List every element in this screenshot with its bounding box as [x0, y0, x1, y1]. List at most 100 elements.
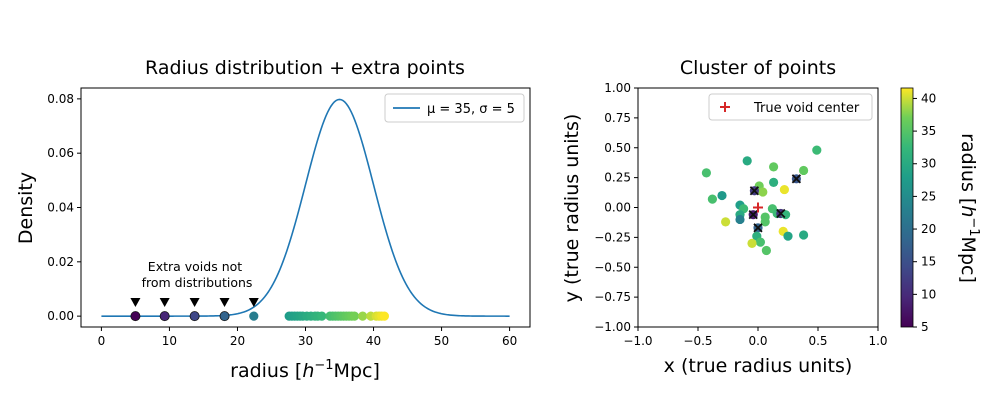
legend-plus-icon [720, 102, 730, 112]
cluster-point [769, 162, 779, 172]
sample-radius-point [379, 311, 390, 321]
cb-label-italic: h [957, 205, 979, 217]
left-x-tick-label: 50 [434, 334, 449, 348]
left-x-axis-label: radius [h−1Mpc] [230, 358, 380, 382]
cluster-cross-markers [748, 174, 802, 233]
left-legend-label: μ = 35, σ = 5 [427, 102, 515, 117]
right-x-tick-label: −1.0 [623, 334, 652, 348]
extra-void-markers [130, 298, 259, 308]
left-x-tick-label: 30 [298, 334, 313, 348]
right-y-axis-label: y (true radius units) [561, 114, 583, 303]
colorbar-tick-label: 25 [921, 189, 936, 203]
right-x-axis-label: x (true radius units) [664, 355, 853, 377]
right-y-tick-label: −0.25 [594, 230, 631, 244]
left-x-tick-label: 40 [366, 334, 381, 348]
right-x-tick-label: 0.5 [808, 334, 827, 348]
extra-void-point [219, 311, 230, 322]
colorbar-tick-label: 5 [921, 320, 929, 334]
left-y-tick-label: 0.02 [47, 255, 74, 269]
left-x-tick-label: 0 [98, 334, 106, 348]
cluster-cross-marker [776, 208, 786, 219]
cluster-point [755, 237, 766, 247]
cluster-point [747, 238, 757, 248]
cluster-point [761, 245, 772, 256]
annotation-line-2: from distributions [142, 275, 253, 290]
right-y-tick-label: 1.00 [604, 81, 631, 95]
extra-void-point [159, 311, 170, 322]
colorbar-ticks: 5 10 15 20 25 30 35 40 [913, 91, 936, 334]
cluster-point [769, 177, 779, 188]
right-legend-box [708, 93, 873, 121]
right-y-tick-label: 0.25 [604, 171, 631, 185]
true-void-center-marker [753, 202, 763, 213]
right-legend-label: True void center [753, 101, 860, 116]
cluster-point [735, 214, 745, 225]
extra-void-triangle-marker [189, 298, 200, 308]
xlabel-part-italic: h [302, 360, 314, 382]
extra-void-triangle-marker [219, 298, 230, 308]
cluster-point [721, 217, 731, 227]
colorbar-gradient [900, 87, 914, 328]
left-y-ticks: 0.00 0.02 0.04 0.06 0.08 [47, 92, 81, 323]
right-y-tick-label: −0.50 [594, 260, 631, 274]
left-y-tick-label: 0.04 [47, 201, 74, 215]
annotation-line-1: Extra voids not [148, 259, 242, 274]
colorbar-tick-label: 10 [921, 287, 936, 301]
colorbar: 5 10 15 20 25 30 35 40 radius [h−1Mpc] [900, 87, 981, 334]
colorbar-tick-label: 30 [921, 157, 936, 171]
cluster-point [799, 230, 809, 240]
left-y-tick-label: 0.08 [47, 92, 74, 106]
extra-void-triangle-marker [130, 298, 141, 308]
cluster-point [701, 168, 712, 178]
cb-label-end: Mpc] [957, 237, 979, 283]
left-y-tick-label: 0.00 [47, 309, 74, 323]
left-x-ticks: 0 10 20 30 40 50 60 [98, 327, 517, 348]
cluster-of-points-chart: Cluster of points −1.0 −0.5 0.0 0.5 1.0 −1.0… [561, 57, 888, 377]
cluster-point [779, 184, 790, 195]
left-axes-frame [80, 87, 531, 328]
left-x-tick-label: 60 [502, 334, 517, 348]
left-chart-title: Radius distribution + extra points [145, 57, 465, 79]
cluster-cross-marker [791, 174, 802, 184]
cluster-points [701, 145, 822, 256]
left-y-tick-label: 0.06 [47, 146, 74, 160]
extra-void-triangle-marker [248, 298, 259, 308]
xlabel-part-sup: −1 [314, 358, 333, 373]
right-y-ticks: −1.00 −0.75 −0.50 −0.25 0.00 0.25 0.50 0.75 1.00 [594, 81, 638, 334]
extra-void-point [189, 311, 200, 322]
colorbar-tick-label: 20 [921, 222, 936, 236]
left-y-axis-label: Density [15, 172, 37, 244]
sample-radius-point [349, 311, 360, 321]
left-x-tick-label: 20 [230, 334, 245, 348]
radius-distribution-chart: Radius distribution + extra points 0 10 20… [15, 57, 531, 382]
sample-radius-point [358, 311, 368, 321]
extra-void-triangle-marker [159, 298, 170, 308]
cluster-cross-marker [753, 223, 763, 233]
right-y-tick-label: 0.75 [604, 111, 631, 125]
right-y-tick-label: −0.75 [594, 290, 631, 304]
cb-label-main: radius [ [957, 133, 979, 205]
right-y-tick-label: −1.00 [594, 320, 631, 334]
left-x-tick-label: 10 [162, 334, 177, 348]
right-y-tick-label: 0.50 [604, 141, 631, 155]
cb-label-sup: −1 [966, 217, 981, 236]
colorbar-label: radius [h−1Mpc] [957, 133, 981, 283]
cluster-point [707, 194, 718, 204]
left-legend-box [384, 93, 525, 123]
xlabel-part-main: radius [ [230, 360, 302, 382]
extra-void-point [249, 311, 259, 321]
sample-radius-point [317, 311, 327, 321]
right-x-tick-label: −0.5 [683, 334, 712, 348]
right-y-tick-label: 0.00 [604, 201, 631, 215]
cluster-point [783, 231, 793, 241]
cluster-point [742, 156, 752, 166]
cluster-point [799, 165, 809, 176]
extra-void-points [130, 311, 259, 322]
cluster-point [812, 145, 822, 155]
cluster-point [760, 217, 770, 227]
cluster-cross-marker [749, 186, 760, 196]
colorbar-tick-label: 40 [921, 91, 936, 105]
right-x-ticks: −1.0 −0.5 0.0 0.5 1.0 [623, 327, 888, 348]
